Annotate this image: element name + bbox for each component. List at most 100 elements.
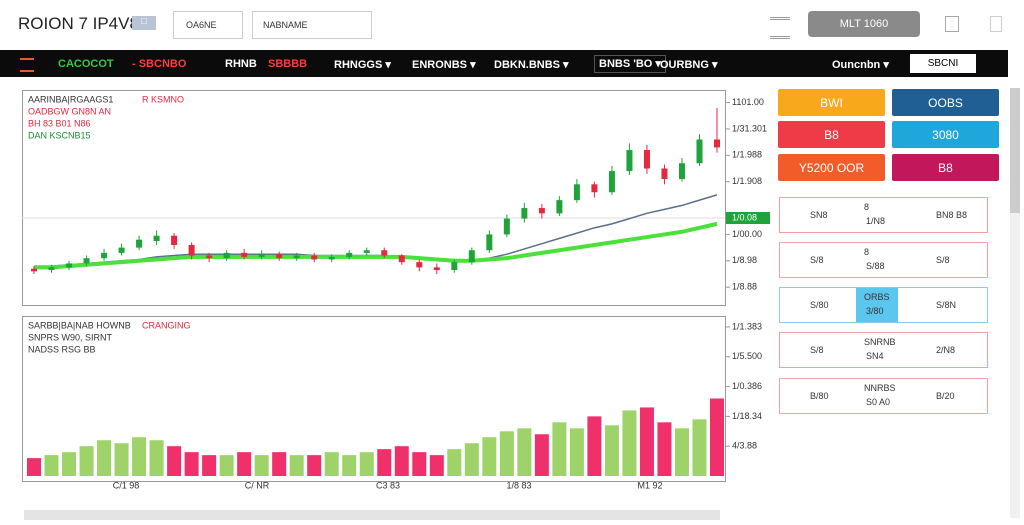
candle-body bbox=[626, 150, 633, 172]
price-tag-bg bbox=[726, 212, 770, 224]
nav-input[interactable]: SBCNI bbox=[910, 54, 976, 73]
volume-bar bbox=[517, 428, 532, 476]
side-button[interactable]: B8 bbox=[892, 154, 999, 181]
volume-bar bbox=[324, 452, 339, 476]
candle-body bbox=[468, 250, 475, 263]
y-tick-label: 1/18.34 bbox=[732, 411, 762, 421]
y-tick-label: 1/0.386 bbox=[732, 381, 762, 391]
legend-text: DAN KSCNB15 bbox=[28, 130, 91, 140]
order-card: B/80 NNRBS S0 A0 B/20 bbox=[779, 378, 988, 414]
legend-text: R KSMNO bbox=[142, 94, 184, 104]
v-scrollbar[interactable] bbox=[1010, 88, 1020, 518]
nav-item[interactable]: - SBCNBO bbox=[132, 58, 187, 70]
card-mid2: 1/N8 bbox=[866, 216, 886, 226]
volume-bar bbox=[307, 455, 322, 476]
volume-bar bbox=[289, 455, 304, 476]
nav-item[interactable]: SBBBB bbox=[268, 58, 308, 70]
legend-text: SARBB|BA|NAB HOWNB bbox=[28, 320, 131, 330]
volume-bar bbox=[674, 428, 689, 476]
scroll-thumb[interactable] bbox=[1010, 88, 1020, 213]
candle-body bbox=[83, 258, 90, 264]
ma-line bbox=[34, 221, 718, 270]
nav-item[interactable]: RHNB bbox=[225, 58, 257, 70]
price-chart: AARINBA|RGAAGS1 R KSMNO OADBGW GN8N AN BH 8… bbox=[22, 90, 770, 306]
candle-body bbox=[101, 252, 108, 259]
candle-body bbox=[153, 235, 160, 242]
side-button[interactable]: Y5200 OOR bbox=[778, 154, 885, 181]
nav-item[interactable]: DBKN.BNBS bbox=[494, 58, 569, 71]
candle-body bbox=[398, 255, 405, 263]
volume-bar bbox=[62, 452, 77, 476]
candle-body bbox=[538, 208, 545, 214]
legend-text: BH 83 B01 N86 bbox=[28, 118, 91, 128]
menu-icon[interactable] bbox=[20, 58, 34, 72]
menu-icon[interactable] bbox=[770, 17, 790, 39]
account-pill[interactable]: MLT 1060 bbox=[808, 11, 920, 37]
candle-body bbox=[486, 234, 493, 251]
volume-bar bbox=[254, 455, 269, 476]
nav-item[interactable]: CACOCOT bbox=[58, 58, 114, 70]
candle-body bbox=[714, 139, 720, 148]
order-card: S/80 ORBS 3/80 S/8N bbox=[779, 287, 988, 323]
y-tick-label: 1/1.383 bbox=[732, 321, 762, 331]
nav-item[interactable]: RHNGGS bbox=[334, 58, 391, 71]
volume-bar bbox=[569, 428, 584, 476]
side-button[interactable]: OOBS bbox=[892, 89, 999, 116]
card-right: 2/N8 bbox=[936, 345, 956, 355]
volume-bar bbox=[552, 422, 567, 476]
candle-body bbox=[643, 150, 650, 169]
search-input[interactable]: OA6NE bbox=[173, 11, 243, 39]
select[interactable]: NABNAME bbox=[252, 11, 372, 39]
card-mid: ORBS bbox=[864, 292, 890, 302]
volume-bar bbox=[44, 455, 59, 476]
volume-bar bbox=[359, 452, 374, 476]
card-mid2: S0 A0 bbox=[866, 397, 891, 407]
candle-body bbox=[171, 235, 178, 245]
legend-text: SNPRS W90, SIRNT bbox=[28, 332, 113, 342]
volume-bar bbox=[412, 452, 427, 476]
candle-body bbox=[661, 168, 668, 180]
candle-body bbox=[608, 171, 615, 193]
y-tick-label: 1101.00 bbox=[732, 97, 764, 107]
side-button[interactable]: BWI bbox=[778, 89, 885, 116]
y-tick-label: 1/1.988 bbox=[732, 150, 762, 160]
candle-body bbox=[678, 163, 685, 180]
side-button[interactable]: B8 bbox=[778, 121, 885, 148]
candle-body bbox=[293, 255, 300, 259]
card-left: SN8 bbox=[810, 210, 828, 220]
icon[interactable] bbox=[990, 16, 1002, 32]
card-right: S/8N bbox=[936, 300, 957, 310]
card-mid: 8 bbox=[864, 202, 870, 212]
volume-bar bbox=[272, 452, 287, 476]
order-card: S/8 SNRNB SN4 2/N8 bbox=[779, 332, 988, 368]
card-left: S/8 bbox=[810, 255, 824, 265]
order-card: SN8 8 1/N8 BN8 B8 bbox=[779, 197, 988, 233]
nav-item[interactable]: ENRONBS bbox=[412, 58, 476, 71]
nav-item[interactable]: OURBNG bbox=[660, 58, 717, 71]
nav-item[interactable]: BNBS 'BO bbox=[594, 55, 666, 73]
candle-body bbox=[328, 256, 335, 260]
x-tick-label: C/1 98 bbox=[113, 480, 140, 490]
nav-select[interactable]: Ouncnbn bbox=[832, 58, 889, 71]
card-right: BN8 B8 bbox=[936, 210, 968, 220]
candle-body bbox=[136, 239, 143, 248]
card-mid2: SN4 bbox=[866, 351, 884, 361]
candle-body bbox=[416, 262, 423, 268]
candle-body bbox=[451, 262, 458, 271]
volume-bar bbox=[219, 455, 234, 476]
candle-body bbox=[311, 255, 318, 260]
card-right: S/8 bbox=[936, 255, 950, 265]
volume-bar bbox=[97, 440, 112, 476]
volume-bar bbox=[202, 455, 217, 476]
badge[interactable]: □ bbox=[132, 16, 156, 30]
candle-body bbox=[258, 254, 265, 257]
legend-text: AARINBA|RGAAGS1 bbox=[28, 94, 113, 104]
side-button[interactable]: 3080 bbox=[892, 121, 999, 148]
h-scrollbar[interactable] bbox=[24, 510, 720, 520]
y-tick-label: 1/31.301 bbox=[732, 123, 767, 133]
icon[interactable] bbox=[945, 16, 959, 32]
volume-bar bbox=[657, 422, 672, 476]
volume-bar bbox=[167, 446, 182, 476]
candle-body bbox=[591, 184, 598, 193]
volume-bar bbox=[394, 446, 409, 476]
